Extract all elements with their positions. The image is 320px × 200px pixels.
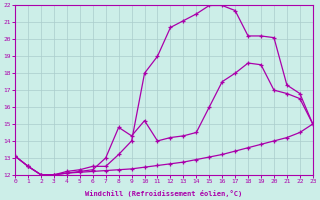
X-axis label: Windchill (Refroidissement éolien,°C): Windchill (Refroidissement éolien,°C) bbox=[85, 190, 243, 197]
